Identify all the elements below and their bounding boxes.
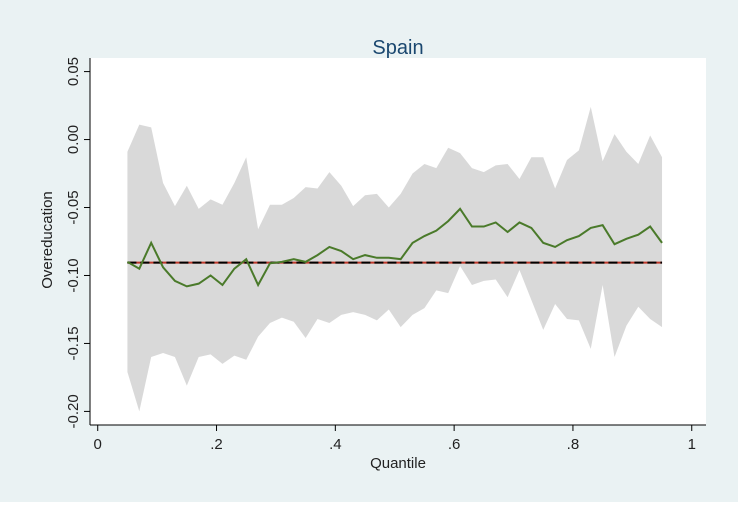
x-tick-label: .6 (448, 436, 461, 453)
y-tick-label: 0.00 (65, 125, 82, 154)
x-tick-label: .8 (567, 436, 580, 453)
y-axis-label: Overeducation (39, 191, 56, 289)
y-tick-label: -0.05 (65, 190, 82, 224)
chart-title: Spain (372, 37, 423, 59)
y-tick-label: -0.15 (65, 326, 82, 360)
y-tick-label: 0.05 (65, 57, 82, 86)
y-tick-label: -0.10 (65, 258, 82, 292)
x-axis-label: Quantile (370, 455, 426, 472)
x-tick-label: 0 (94, 436, 102, 453)
y-tick-label: -0.20 (65, 394, 82, 428)
x-tick-label: .2 (210, 436, 223, 453)
x-tick-label: 1 (688, 436, 696, 453)
series-line (126, 207, 663, 288)
x-tick-label: .4 (329, 436, 342, 453)
